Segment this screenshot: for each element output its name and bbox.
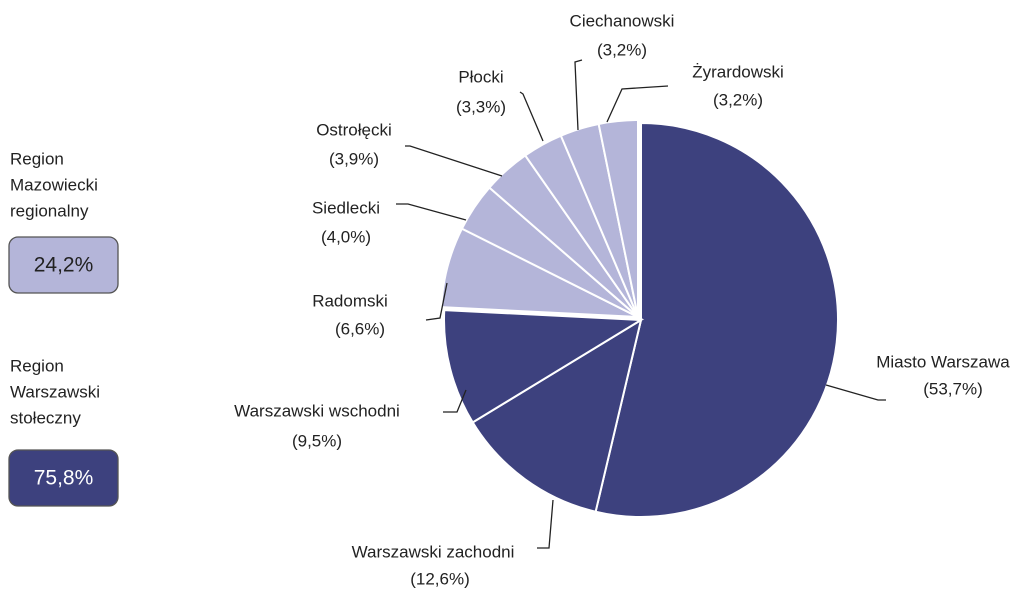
slice-value-label: (3,2%) [713, 90, 763, 109]
group-value-label: 24,2% [34, 254, 94, 277]
pie-slice [597, 118, 639, 318]
slice-label: Ciechanowski [570, 11, 675, 30]
pie-slice [594, 121, 839, 518]
pie-slice [443, 309, 645, 424]
slice-value-label: (6,6%) [335, 319, 385, 338]
leader-line [825, 384, 886, 401]
slice-label: Siedlecki [312, 198, 380, 217]
slice-value-label: (12,6%) [410, 569, 470, 588]
slice-label: Ostrołęcki [316, 120, 392, 139]
group-label: Warszawski [10, 382, 100, 401]
slice-label: Warszawski zachodni [352, 542, 515, 561]
slice-label: Miasto Warszawa [876, 352, 1010, 371]
leader-line [606, 85, 669, 123]
group-label: Region [10, 149, 64, 168]
group-label: regionalny [10, 201, 89, 220]
leader-line [425, 282, 448, 321]
slice-value-label: (3,2%) [597, 40, 647, 59]
slice-value-label: (3,3%) [456, 97, 506, 116]
group-box [8, 449, 119, 507]
slice-value-label: (3,9%) [329, 149, 379, 168]
slice-value-label: (9,5%) [292, 431, 342, 450]
leader-line [537, 499, 554, 549]
leader-line [443, 389, 467, 413]
group-value-label: 75,8% [34, 467, 94, 490]
group-label: Mazowiecki [10, 175, 98, 194]
group-label: Region [10, 356, 64, 375]
slice-value-label: (4,0%) [321, 227, 371, 246]
slice-label: Żyrardowski [692, 62, 784, 81]
group-label: stołeczny [10, 408, 81, 427]
group-box [8, 236, 119, 294]
slice-label: Radomski [312, 291, 388, 310]
slice-label: Płocki [458, 67, 503, 86]
slice-value-label: (53,7%) [923, 379, 983, 398]
slice-label: Warszawski wschodni [234, 401, 400, 420]
leader-line [519, 91, 544, 142]
leader-line [396, 203, 467, 221]
pie-slice [471, 317, 643, 513]
leader-line [574, 59, 583, 131]
leader-line [405, 145, 503, 177]
